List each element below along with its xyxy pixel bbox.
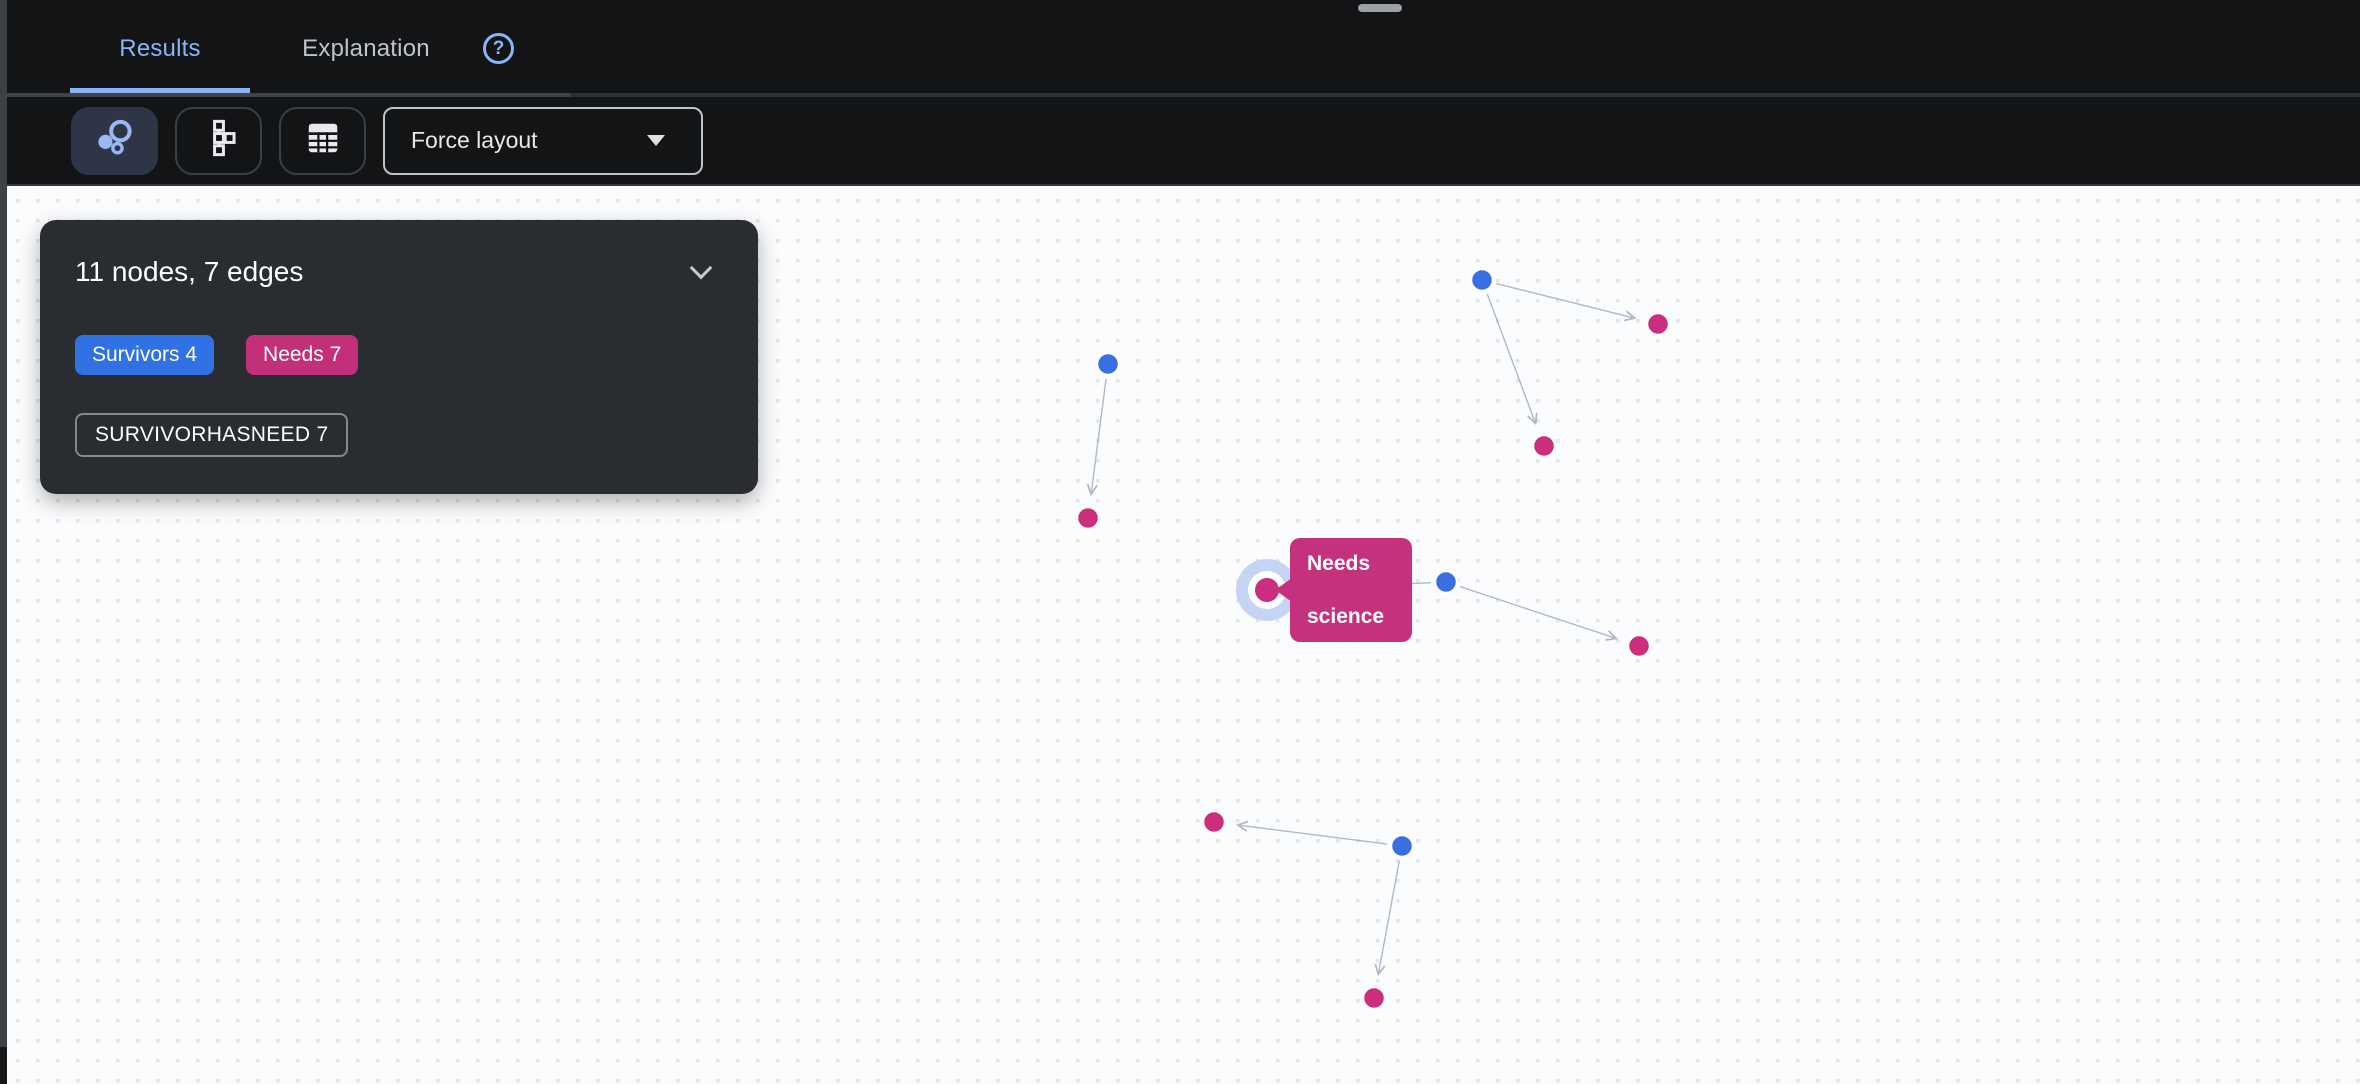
caret-down-icon bbox=[647, 135, 665, 146]
need-node[interactable] bbox=[1361, 985, 1387, 1011]
graph-toolbar: Force layout bbox=[7, 97, 2360, 186]
tabbar-divider bbox=[7, 93, 2360, 97]
nodes bbox=[1075, 267, 1671, 1011]
survivor-node[interactable] bbox=[1095, 351, 1121, 377]
graph-summary-panel: 11 nodes, 7 edges Survivors 4 Needs 7 SU… bbox=[40, 220, 758, 494]
left-edge-scrollbar[interactable] bbox=[0, 0, 7, 1084]
panel-drag-handle[interactable] bbox=[1358, 4, 1402, 12]
tab-results[interactable]: Results bbox=[70, 0, 250, 97]
edge-s1-n2[interactable] bbox=[1486, 293, 1535, 423]
survivor-node[interactable] bbox=[1469, 267, 1495, 293]
graph-canvas[interactable]: 11 nodes, 7 edges Survivors 4 Needs 7 SU… bbox=[7, 186, 2360, 1084]
survivor-node[interactable] bbox=[1389, 833, 1415, 859]
tab-bar: Results Explanation ? bbox=[7, 0, 2360, 97]
need-node[interactable] bbox=[1626, 633, 1652, 659]
help-glyph: ? bbox=[492, 37, 505, 59]
scrollbar-thumb[interactable] bbox=[0, 0, 7, 1047]
selected-need-node[interactable] bbox=[1255, 578, 1279, 602]
table-icon bbox=[304, 119, 342, 162]
need-node[interactable] bbox=[1075, 505, 1101, 531]
table-view-button[interactable] bbox=[279, 106, 366, 175]
node-edge-count: 11 nodes, 7 edges bbox=[75, 256, 304, 287]
badge-needs[interactable]: Needs 7 bbox=[246, 335, 359, 375]
tooltip-line-2: science bbox=[1307, 605, 1385, 628]
need-node[interactable] bbox=[1531, 433, 1557, 459]
layout-select[interactable]: Force layout bbox=[383, 106, 703, 175]
edges bbox=[1091, 282, 1635, 975]
tab-explanation[interactable]: Explanation bbox=[250, 0, 482, 97]
hierarchy-view-button[interactable] bbox=[175, 106, 262, 175]
edge-s2-n3[interactable] bbox=[1091, 378, 1107, 494]
tabbar-divider-bright bbox=[7, 93, 570, 97]
survivor-node[interactable] bbox=[1433, 569, 1459, 595]
layout-select-value: Force layout bbox=[411, 127, 538, 153]
help-icon[interactable]: ? bbox=[483, 33, 514, 64]
need-node[interactable] bbox=[1201, 809, 1227, 835]
tab-results-label: Results bbox=[119, 34, 201, 62]
chevron-down-icon[interactable] bbox=[689, 256, 713, 280]
need-node[interactable] bbox=[1645, 311, 1671, 337]
hierarchy-icon bbox=[200, 119, 238, 162]
tabs: Results Explanation ? bbox=[70, 0, 514, 97]
active-tab-underline bbox=[70, 88, 250, 93]
badge-survivors[interactable]: Survivors 4 bbox=[75, 335, 215, 375]
edge-s4-n7[interactable] bbox=[1378, 860, 1400, 975]
edge-s4-n6[interactable] bbox=[1238, 825, 1388, 845]
tooltip-line-1: Needs bbox=[1307, 552, 1371, 575]
graph-bubbles-icon bbox=[95, 118, 135, 163]
edge-s1-n1[interactable] bbox=[1496, 282, 1635, 319]
graph-view-button[interactable] bbox=[71, 106, 158, 175]
badge-relationship[interactable]: SURVIVORHASNEED 7 bbox=[75, 413, 349, 457]
tab-explanation-label: Explanation bbox=[302, 34, 430, 62]
edge-s3-n5[interactable] bbox=[1460, 586, 1616, 639]
tooltip-tail bbox=[1275, 578, 1292, 602]
node-tooltip: Needs science bbox=[1275, 538, 1412, 642]
